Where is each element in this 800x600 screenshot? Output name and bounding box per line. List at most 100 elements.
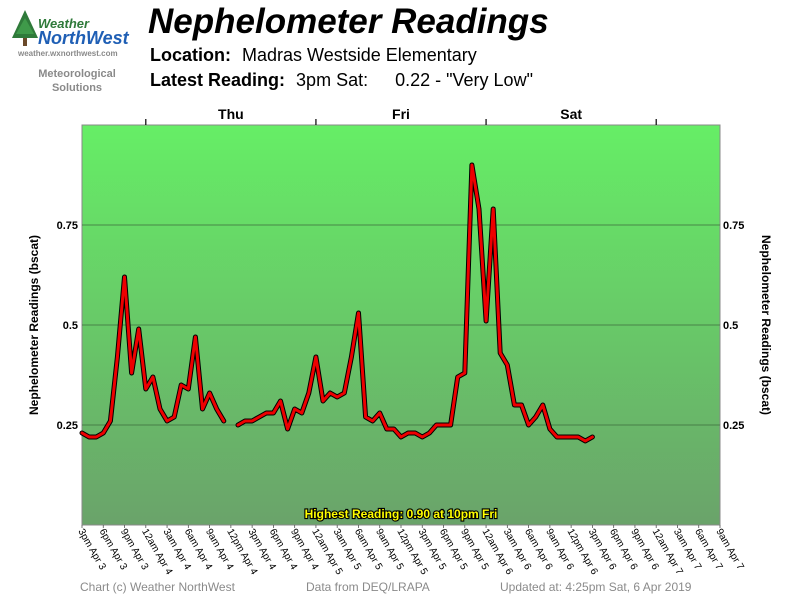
data-point bbox=[209, 392, 211, 394]
data-point bbox=[471, 164, 473, 166]
data-point bbox=[315, 356, 317, 358]
data-point bbox=[435, 424, 438, 426]
highest-reading-annotation: Highest Reading: 0.90 at 10pm Fri bbox=[305, 507, 498, 521]
logo-line2: NorthWest bbox=[38, 28, 129, 48]
weather-northwest-logo: Weather NorthWest weather.wxnorthwest.co… bbox=[8, 6, 138, 96]
data-point bbox=[88, 436, 90, 438]
data-point bbox=[499, 352, 501, 354]
data-point bbox=[237, 424, 239, 426]
data-point bbox=[286, 428, 289, 430]
location-value: Madras Westside Elementary bbox=[242, 45, 477, 65]
logo-tagline-2: Solutions bbox=[51, 82, 103, 94]
data-point bbox=[109, 420, 111, 422]
data-point bbox=[194, 336, 197, 338]
data-point bbox=[591, 436, 594, 438]
logo-tagline-1: Meteorological bbox=[38, 68, 116, 80]
data-point bbox=[372, 420, 374, 422]
y-tick-label-right: 0.75 bbox=[723, 220, 744, 232]
data-point bbox=[95, 436, 97, 438]
latest-time: 3pm Sat: bbox=[296, 70, 369, 90]
data-point bbox=[464, 372, 466, 374]
y-tick-label-left: 0.25 bbox=[57, 420, 78, 432]
data-point bbox=[131, 372, 133, 374]
data-point bbox=[301, 412, 303, 414]
data-point bbox=[265, 412, 267, 414]
data-point bbox=[513, 404, 516, 406]
data-point bbox=[584, 440, 586, 442]
y-tick-label-right: 0.5 bbox=[723, 320, 738, 332]
y-tick-label-right: 0.25 bbox=[723, 420, 744, 432]
data-point bbox=[542, 404, 544, 406]
data-point bbox=[159, 408, 161, 410]
data-point bbox=[364, 416, 367, 418]
footer-copyright: Chart (c) Weather NorthWest bbox=[80, 580, 235, 594]
footer-source: Data from DEQ/LRAPA bbox=[306, 580, 430, 594]
tree-icon bbox=[12, 10, 38, 46]
data-point bbox=[485, 320, 487, 322]
day-label: Thu bbox=[218, 106, 244, 122]
data-point bbox=[407, 432, 409, 434]
data-point bbox=[393, 428, 395, 430]
y-tick-label-left: 0.75 bbox=[57, 220, 78, 232]
data-series bbox=[79, 162, 595, 444]
data-point bbox=[258, 416, 260, 418]
latest-reading-row: Latest Reading: 3pm Sat: 0.22 - "Very Lo… bbox=[150, 70, 533, 91]
data-point bbox=[357, 312, 360, 314]
data-point bbox=[201, 408, 204, 410]
data-point bbox=[535, 416, 537, 418]
y-axis-label-right: Nephelometer Readings (bscat) bbox=[759, 235, 773, 415]
data-point bbox=[528, 424, 530, 426]
data-point bbox=[223, 420, 225, 422]
data-point bbox=[138, 328, 140, 330]
page-title: Nephelometer Readings bbox=[148, 2, 549, 41]
data-point bbox=[520, 404, 523, 406]
footer-updated: Updated at: 4:25pm Sat, 6 Apr 2019 bbox=[500, 580, 692, 594]
day-label: Fri bbox=[392, 106, 410, 122]
data-point bbox=[173, 416, 175, 418]
data-point bbox=[329, 392, 331, 394]
data-point bbox=[428, 432, 430, 434]
data-point bbox=[180, 384, 182, 386]
logo-line1: Weather bbox=[38, 16, 90, 31]
data-point bbox=[166, 420, 168, 422]
data-point bbox=[216, 408, 218, 410]
data-point bbox=[492, 208, 494, 210]
location-label: Location: bbox=[150, 45, 231, 65]
latest-value: 0.22 - "Very Low" bbox=[395, 70, 533, 90]
data-point bbox=[145, 388, 147, 390]
data-point bbox=[379, 412, 381, 414]
data-point bbox=[350, 356, 352, 358]
logo-url: weather.wxnorthwest.com bbox=[18, 49, 118, 58]
location-row: Location: Madras Westside Elementary bbox=[150, 45, 477, 66]
latest-label: Latest Reading: bbox=[150, 70, 286, 90]
data-point bbox=[251, 420, 253, 422]
data-point bbox=[563, 436, 565, 438]
data-point bbox=[244, 420, 246, 422]
data-point bbox=[570, 436, 572, 438]
data-point bbox=[577, 436, 579, 438]
y-tick-label-left: 0.5 bbox=[63, 320, 78, 332]
y-tick-labels: 0.25 0.25 0.5 0.5 0.75 0.75 bbox=[57, 220, 745, 432]
data-point bbox=[294, 408, 296, 410]
data-point bbox=[322, 400, 324, 402]
data-point bbox=[279, 400, 282, 402]
data-point bbox=[336, 396, 338, 398]
data-point bbox=[450, 424, 452, 426]
data-point bbox=[386, 428, 388, 430]
data-point bbox=[442, 424, 445, 426]
data-point bbox=[549, 428, 551, 430]
data-point bbox=[308, 392, 310, 394]
data-point bbox=[400, 436, 402, 438]
data-point bbox=[272, 412, 274, 414]
data-point bbox=[102, 432, 104, 434]
data-point bbox=[116, 356, 119, 358]
day-label: Sat bbox=[560, 106, 582, 122]
data-point bbox=[506, 364, 508, 366]
data-point bbox=[457, 376, 459, 378]
data-point bbox=[187, 388, 189, 390]
day-ticks: Thu Fri Sat bbox=[145, 106, 657, 125]
data-point bbox=[123, 276, 126, 278]
gridlines bbox=[82, 224, 720, 426]
nephelometer-chart: Thu Fri Sat 0.25 0.25 0.5 0.5 0.75 0.75 3pm Apr… bbox=[27, 106, 773, 577]
